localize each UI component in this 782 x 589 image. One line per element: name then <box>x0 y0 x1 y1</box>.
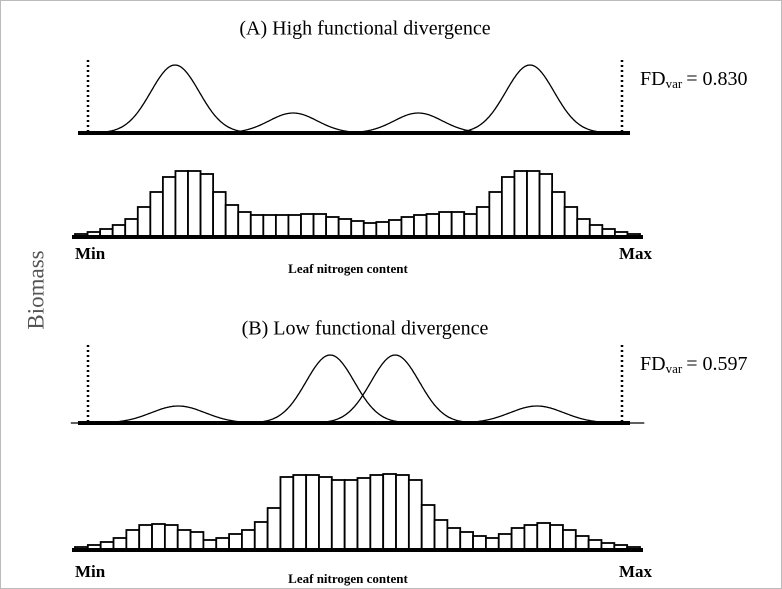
hist-bar <box>513 170 528 238</box>
hist-bar <box>446 527 462 551</box>
hist-bar <box>463 213 478 238</box>
hist-bar <box>212 191 227 238</box>
hist-bar <box>249 214 265 238</box>
hist-bar <box>536 522 552 551</box>
hist-bar <box>199 173 215 238</box>
hist-bar <box>413 214 428 238</box>
fd-equation: = 0.830 <box>686 68 747 90</box>
hist-bar <box>510 527 526 551</box>
hist-bar <box>549 524 564 551</box>
hist-bar <box>438 211 453 238</box>
hist-bar <box>292 474 308 551</box>
hist-bar <box>538 173 554 238</box>
hist-bar <box>382 473 397 551</box>
hist-bar <box>472 535 487 551</box>
hist-bar <box>138 524 153 551</box>
hist-bar <box>420 504 436 551</box>
panel-title: (B) Low functional divergence <box>242 318 489 340</box>
hist-bar <box>305 474 320 551</box>
hist-bar <box>174 170 189 238</box>
hist-bar <box>488 191 503 238</box>
x-label: Leaf nitrogen content <box>288 261 408 276</box>
hist-bar <box>330 479 346 551</box>
panel-title: (A) High functional divergence <box>239 18 490 40</box>
hist-bar <box>125 529 141 551</box>
fd-label: FDvar = 0.830 <box>640 68 747 91</box>
fd-subscript: var <box>666 361 683 376</box>
hist-bar <box>237 211 252 238</box>
hist-bar <box>433 519 449 551</box>
hist-bar <box>325 216 340 238</box>
hist-bar <box>551 191 566 238</box>
hist-bar <box>300 213 315 238</box>
hist-bar <box>350 220 365 238</box>
x-min-label: Min <box>75 562 106 581</box>
hist-bar <box>262 214 277 238</box>
hist-bar <box>163 524 179 551</box>
x-max-label: Max <box>619 562 653 581</box>
fd-subscript: var <box>666 76 683 91</box>
hist-bar <box>187 170 202 238</box>
hist-bar <box>574 535 590 551</box>
hist-bar <box>189 531 205 551</box>
hist-bar <box>395 474 410 551</box>
hist-bar <box>253 521 269 551</box>
hist-bar <box>562 529 577 551</box>
hist-bar <box>343 479 359 551</box>
hist-bar <box>312 213 328 238</box>
hist-bar <box>224 204 240 238</box>
hist-bar <box>523 524 539 551</box>
hist-bar <box>318 476 333 551</box>
x-label: Leaf nitrogen content <box>288 571 408 586</box>
fd-symbol: FD <box>640 68 666 90</box>
hist-bar <box>161 176 177 238</box>
hist-bar <box>287 214 302 238</box>
hist-bar <box>241 529 256 551</box>
y-label: Biomass <box>23 250 48 329</box>
hist-bar <box>407 479 423 551</box>
hist-bar <box>124 218 139 238</box>
hist-bar <box>450 211 466 238</box>
hist-bar <box>375 221 390 238</box>
hist-bar <box>151 523 166 551</box>
fd-symbol: FD <box>640 353 666 375</box>
hist-bar <box>228 533 243 551</box>
hist-bar <box>176 529 192 551</box>
hist-bar <box>274 214 290 238</box>
hist-bar <box>459 531 474 551</box>
hist-bar <box>576 218 591 238</box>
hist-bar <box>279 476 295 551</box>
x-min-label: Min <box>75 244 106 263</box>
hist-bar <box>425 213 441 238</box>
hist-bar <box>337 218 353 238</box>
hist-bar <box>475 206 491 238</box>
fd-equation: = 0.597 <box>686 353 747 375</box>
hist-bar <box>266 507 282 551</box>
hist-bar <box>526 170 541 238</box>
hist-bar <box>369 474 385 551</box>
hist-bar <box>387 219 403 238</box>
hist-bar <box>362 222 378 238</box>
hist-bar <box>500 176 516 238</box>
hist-bar <box>563 206 579 238</box>
hist-bar <box>136 206 152 238</box>
hist-bar <box>356 477 372 551</box>
x-max-label: Max <box>619 244 653 263</box>
fd-label: FDvar = 0.597 <box>640 353 747 376</box>
hist-bar <box>400 216 415 238</box>
hist-bar <box>149 191 164 238</box>
hist-bar <box>497 533 513 551</box>
